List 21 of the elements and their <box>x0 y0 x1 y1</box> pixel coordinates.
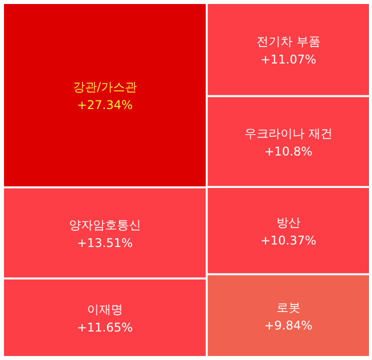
category-label: 로봇 <box>276 300 300 315</box>
category-label: 우크라이나 재건 <box>244 126 332 141</box>
category-label: 강관/가스관 <box>72 80 137 94</box>
cell: 우크라이나 재건 +10.8% <box>208 97 369 186</box>
data-label: +11.65% <box>76 320 133 335</box>
cell: 양자암호통신 +13.51% <box>4 188 206 278</box>
data-label: +10.8% <box>264 144 312 159</box>
category-label: 이재명 <box>86 302 123 317</box>
data-label: +10.37% <box>260 234 316 248</box>
cell: 로봇 +9.84% <box>208 275 369 356</box>
category-label: 방산 <box>276 216 300 230</box>
data-label: +9.84% <box>264 318 312 333</box>
cell: 이재명 +11.65% <box>4 279 206 356</box>
category-label: 양자암호통신 <box>68 218 141 232</box>
data-label: +13.51% <box>76 236 133 250</box>
cell: 전기차 부품 +11.07% <box>208 4 369 96</box>
category-label: 전기차 부품 <box>256 34 320 49</box>
cell: 강관/가스관 +27.34% <box>4 4 206 186</box>
cell: 방산 +10.37% <box>208 188 369 274</box>
data-label: +11.07% <box>260 52 316 67</box>
data-label: +27.34% <box>76 98 133 112</box>
